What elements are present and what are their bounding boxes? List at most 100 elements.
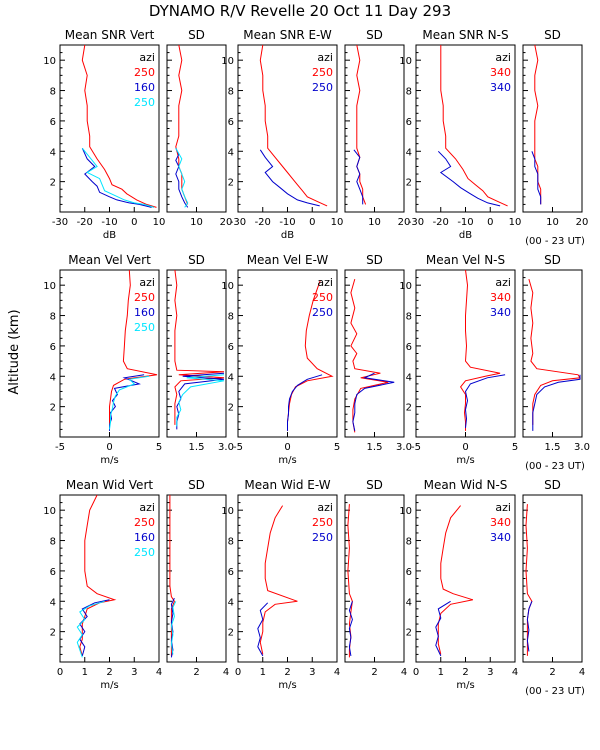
x-tick-label: 10 [509,217,522,228]
legend-entry-red: 250 [134,291,155,304]
plot-frame [522,269,583,438]
panel-vel-vert: Mean Vel Vert 2 4 6 8 10 -5 0 5 m/s azi 250 160 250 [43,253,162,466]
y-tick-label: 2 [50,178,56,189]
panel-snr-ns: Mean SNR N-S 2 4 6 8 10 -30 -20 -10 0 10 dB azi 340 34… [399,28,521,241]
series-line-red [350,278,389,433]
legend-entry-blue: 250 [312,531,333,544]
y-tick-label: 8 [50,87,56,98]
y-tick-label: 6 [228,117,234,128]
x-tick-label: 10 [153,217,166,228]
y-tick-label: 10 [43,506,56,517]
panel-snr-ew: Mean SNR E-W 2 4 6 8 10 -30 -20 -10 0 10 dB azi 250 25… [221,28,343,241]
plot-frame [344,494,405,663]
x-tick-label: 10 [368,217,381,228]
series-line-cyan [81,147,155,208]
panel-title: Mean SNR E-W [243,28,332,42]
series-line-red [259,44,328,207]
x-tick-label: 1 [82,667,88,678]
panel-title: SD [366,253,383,267]
panel-title: SD [188,253,205,267]
y-tick-label: 8 [406,87,412,98]
legend-entry-red: 340 [490,291,511,304]
series-line-cyan [109,375,150,430]
x-axis-label: m/s [456,455,474,466]
x-tick-label: 4 [156,667,162,678]
legend-title: azi [139,501,155,514]
panel-snr-vert-sd: SD 10 20 [166,28,233,228]
x-tick-label: -5 [55,442,65,453]
x-tick-label: 1 [438,667,444,678]
x-tick-label: 0 [413,667,419,678]
legend-entry-blue: 160 [134,306,155,319]
x-tick-label: 2 [193,667,199,678]
legend-entry-cyan: 250 [134,96,155,109]
x-tick-label: -30 [408,217,424,228]
legend-title: azi [317,276,333,289]
plot-frame [522,494,583,663]
x-tick-label: 10 [546,217,559,228]
x-tick-label: 0 [106,442,112,453]
x-tick-label: 5 [334,442,340,453]
y-tick-label: 2 [406,178,412,189]
series-line-blue [464,374,506,428]
x-tick-label: 20 [220,217,233,228]
x-tick-label: 4 [223,667,229,678]
y-tick-label: 4 [228,147,234,158]
legend-entry-cyan: 250 [134,546,155,559]
series-line-red [175,44,189,205]
x-axis-label: dB [459,230,472,241]
x-tick-label: 3.0 [218,442,234,453]
panel-title: Mean Wid Vert [66,478,153,492]
x-tick-label: 5 [512,442,518,453]
series-line-blue [437,150,501,207]
y-tick-label: 2 [406,403,412,414]
legend-entry-blue: 340 [490,531,511,544]
y-tick-label: 10 [221,56,234,67]
x-tick-label: -30 [230,217,246,228]
y-tick-label: 6 [406,342,412,353]
series-line-red [528,278,581,425]
panel-title: Mean SNR N-S [422,28,508,42]
legend-title: azi [495,276,511,289]
panel-wid-ns: Mean Wid N-S 2 4 6 8 10 0 1 2 3 4 m/s azi 340 340 [399,478,518,691]
series-line-blue [287,374,323,431]
x-tick-label: 4 [334,667,340,678]
x-tick-label: -20 [255,217,271,228]
x-tick-label: 10 [190,217,203,228]
x-tick-label: 20 [398,217,411,228]
panel-title: Mean Wid N-S [424,478,508,492]
legend-entry-red: 250 [312,291,333,304]
y-axis-label: Altitude (km) [7,309,22,394]
x-tick-label: -20 [433,217,449,228]
y-tick-label: 10 [43,281,56,292]
x-tick-label: 2 [371,667,377,678]
y-tick-label: 4 [228,372,234,383]
legend-entry-blue: 160 [134,81,155,94]
series-line-blue [109,374,145,431]
y-tick-label: 4 [50,372,56,383]
legend-entry-red: 250 [134,66,155,79]
x-tick-label: 4 [401,667,407,678]
x-tick-label: 2 [284,667,290,678]
x-tick-label: 0 [235,667,241,678]
x-tick-label: -10 [101,217,117,228]
y-tick-label: 10 [399,506,412,517]
plot-frame [166,494,227,663]
y-tick-label: 8 [50,312,56,323]
time-note-row3: (00 - 23 UT) [525,686,585,697]
x-axis-label: m/s [456,680,474,691]
panel-title: SD [544,478,561,492]
panel-vel-ew: Mean Vel E-W 2 4 6 8 10 -5 0 5 m/s azi 250 250 [221,253,340,466]
x-axis-label: m/s [100,455,118,466]
y-tick-label: 10 [43,56,56,67]
legend-title: azi [317,51,333,64]
x-tick-label: 3.0 [396,442,412,453]
y-tick-label: 2 [406,628,412,639]
series-line-blue [259,149,320,207]
y-tick-label: 6 [228,567,234,578]
panel-title: SD [188,28,205,42]
series-line-cyan [170,601,177,655]
panel-title: SD [544,28,561,42]
panel-vel-vert-sd: SD 1.5 3.0 [166,253,234,453]
